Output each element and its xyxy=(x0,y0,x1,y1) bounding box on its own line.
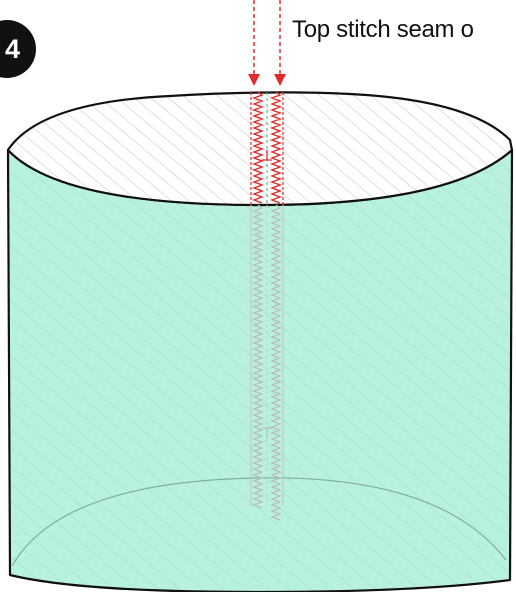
seam-top-stitch xyxy=(250,91,284,205)
step-number: 4 xyxy=(4,33,20,64)
bottom-edge-curve xyxy=(11,477,507,567)
instruction-caption: Top stitch seam o xyxy=(292,16,474,43)
arrow-right-icon xyxy=(274,0,286,86)
seam-lower xyxy=(250,204,284,521)
arrow-left-icon xyxy=(248,0,260,86)
